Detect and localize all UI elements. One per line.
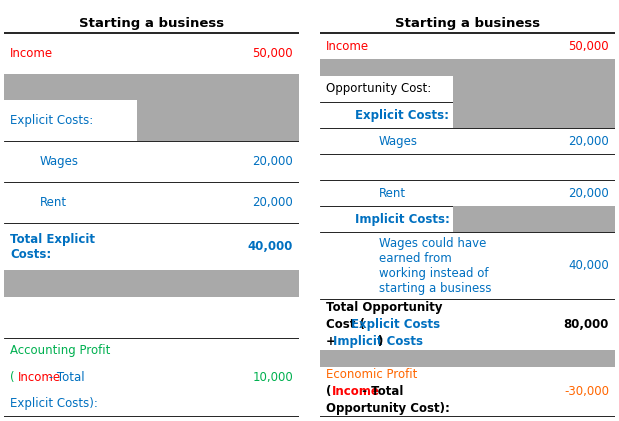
Text: Starting a business: Starting a business [79, 16, 224, 29]
FancyBboxPatch shape [320, 59, 615, 76]
Text: Total Opportunity: Total Opportunity [326, 301, 443, 314]
Text: - Total: - Total [45, 371, 85, 384]
Text: (: ( [326, 385, 331, 398]
Text: 20,000: 20,000 [568, 187, 609, 200]
Text: 80,000: 80,000 [563, 318, 609, 331]
Text: Opportunity Cost):: Opportunity Cost): [326, 402, 449, 415]
Text: Rent: Rent [379, 187, 406, 200]
Text: Rent: Rent [40, 197, 67, 210]
Text: ): ) [378, 335, 383, 348]
FancyBboxPatch shape [452, 76, 615, 102]
Text: +: + [326, 335, 340, 348]
FancyBboxPatch shape [452, 102, 615, 128]
Text: Wages: Wages [40, 155, 79, 168]
Text: Explicit Costs:: Explicit Costs: [10, 115, 93, 128]
Text: 50,000: 50,000 [568, 40, 609, 53]
FancyBboxPatch shape [320, 350, 615, 367]
Text: (: ( [10, 371, 15, 384]
Text: Income: Income [17, 371, 61, 384]
FancyBboxPatch shape [4, 270, 299, 297]
Text: 40,000: 40,000 [568, 259, 609, 272]
Text: Accounting Profit: Accounting Profit [10, 344, 110, 357]
Text: Explicit Costs: Explicit Costs [351, 318, 440, 331]
FancyBboxPatch shape [4, 74, 299, 101]
Text: Opportunity Cost:: Opportunity Cost: [326, 83, 431, 96]
Text: - Total: - Total [358, 385, 404, 398]
Text: Income: Income [326, 40, 369, 53]
Text: Wages could have
earned from
working instead of
starting a business: Wages could have earned from working ins… [379, 237, 491, 295]
FancyBboxPatch shape [137, 101, 299, 141]
Text: Cost (: Cost ( [326, 318, 365, 331]
Text: Wages: Wages [379, 135, 418, 148]
Text: Income: Income [10, 47, 53, 60]
Text: 20,000: 20,000 [253, 197, 293, 210]
Text: Explicit Costs:: Explicit Costs: [355, 109, 449, 122]
FancyBboxPatch shape [452, 206, 615, 232]
Text: 20,000: 20,000 [253, 155, 293, 168]
Text: 10,000: 10,000 [253, 371, 293, 384]
Text: 40,000: 40,000 [248, 240, 293, 253]
Text: Income: Income [332, 385, 380, 398]
Text: Economic Profit: Economic Profit [326, 368, 417, 381]
Text: 50,000: 50,000 [253, 47, 293, 60]
Text: Starting a business: Starting a business [395, 16, 540, 29]
Text: Explicit Costs):: Explicit Costs): [10, 397, 98, 410]
Text: -30,000: -30,000 [564, 385, 609, 398]
Text: Total Explicit
Costs:: Total Explicit Costs: [10, 233, 95, 261]
Text: 20,000: 20,000 [568, 135, 609, 148]
Text: Implicit Costs: Implicit Costs [333, 335, 423, 348]
Text: Implicit Costs:: Implicit Costs: [355, 213, 450, 226]
